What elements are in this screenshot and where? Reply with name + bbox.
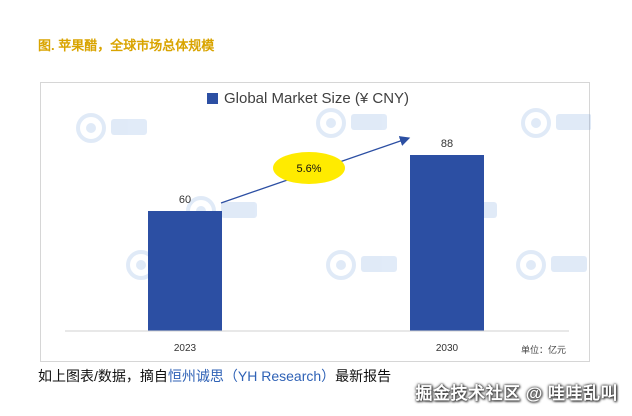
site-watermark: 掘金技术社区 @ 哇哇乱叫 xyxy=(415,384,618,403)
watermark-logo-icon xyxy=(521,108,591,138)
bar-2030 xyxy=(410,155,484,331)
unit-note: 单位：亿元 xyxy=(521,344,566,356)
bars-group: 60 2023 88 2030 xyxy=(148,138,484,354)
figure-title: 图. 苹果醋，全球市场总体规模 xyxy=(38,38,215,53)
watermark-logo-icon xyxy=(326,250,397,280)
bar-value-label: 88 xyxy=(441,138,453,150)
growth-rate-bubble xyxy=(273,152,345,184)
legend-swatch xyxy=(207,93,218,104)
caption-source-link[interactable]: 恒州诚思（YH Research） xyxy=(167,368,336,384)
bar-2023 xyxy=(148,211,222,331)
x-tick-label: 2030 xyxy=(436,343,459,354)
watermark-logo-icon xyxy=(316,108,387,138)
bar-chart: Global Market Size (¥ CNY) 602023882030 … xyxy=(65,90,591,356)
caption-suffix: 最新报告 xyxy=(335,368,392,384)
growth-rate-label: 5.6% xyxy=(296,163,321,175)
figure-caption: 如上图表/数据，摘自恒州诚思（YH Research）最新报告 xyxy=(38,366,391,386)
chart-frame: Global Market Size (¥ CNY) 60 2023 88 2030 … xyxy=(40,82,591,362)
legend-label: Global Market Size (¥ CNY) xyxy=(224,90,409,107)
watermark-logo-icon xyxy=(516,250,587,280)
caption-prefix: 如上图表/数据，摘自 xyxy=(38,368,168,384)
x-tick-label: 2023 xyxy=(174,343,197,354)
watermark-logo-icon xyxy=(76,113,147,143)
bar-value-label: 60 xyxy=(179,194,191,206)
